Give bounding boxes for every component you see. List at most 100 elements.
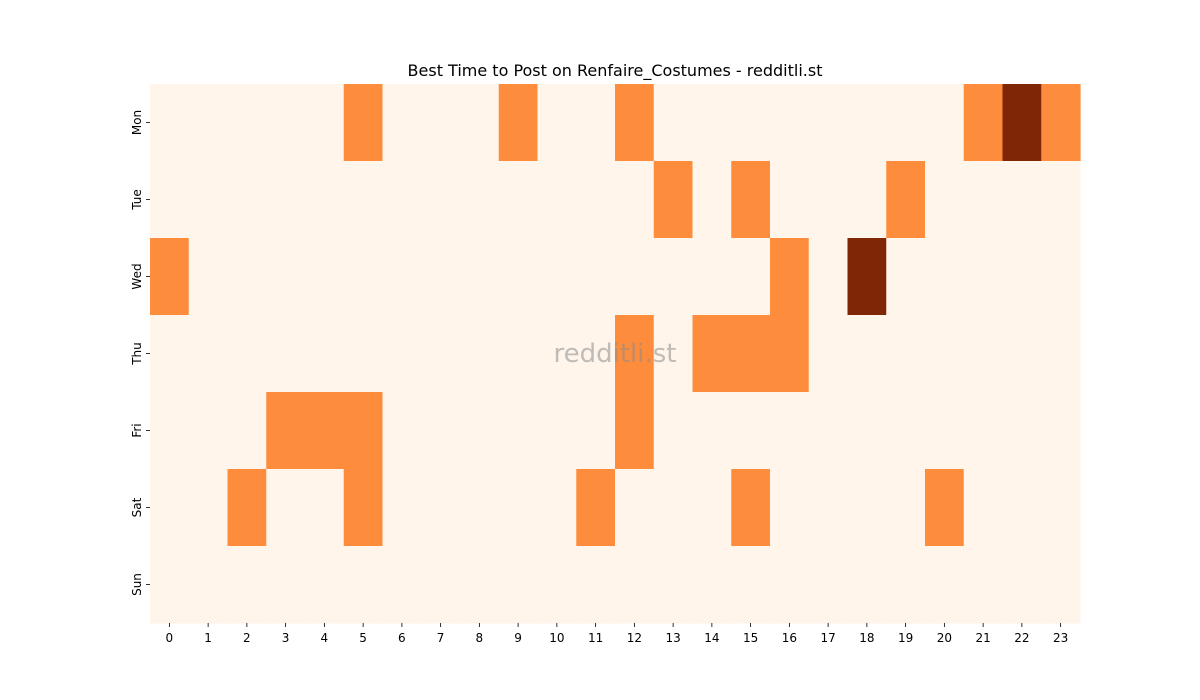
heatmap-cell-fri-10 (537, 392, 577, 470)
heatmap-cell-mon-4 (305, 84, 345, 162)
heatmap-cell-mon-9 (498, 84, 539, 162)
heatmap-cell-fri-12 (615, 392, 655, 470)
heatmap-cell-tue-6 (382, 161, 422, 239)
heatmap-cells (150, 84, 1081, 624)
heatmap-cell-wed-14 (692, 238, 732, 316)
heatmap-cell-thu-13 (653, 315, 694, 393)
heatmap-cell-wed-11 (576, 238, 616, 316)
heatmap-cell-sun-2 (227, 546, 267, 624)
heatmap-cell-sat-0 (150, 469, 190, 547)
x-tick-label: 13 (665, 631, 680, 645)
heatmap-cell-thu-12 (615, 315, 655, 393)
heatmap-cell-sun-0 (150, 546, 190, 624)
x-tick-label: 9 (514, 631, 522, 645)
heatmap-cell-sun-19 (886, 546, 926, 624)
heatmap-cell-mon-5 (343, 84, 384, 162)
heatmap-cell-thu-6 (382, 315, 422, 393)
heatmap-cell-sun-12 (615, 546, 655, 624)
heatmap-cell-sun-11 (576, 546, 616, 624)
heatmap-cell-thu-11 (576, 315, 616, 393)
heatmap-cell-thu-15 (731, 315, 771, 393)
heatmap-cell-wed-15 (731, 238, 771, 316)
heatmap-cell-thu-23 (1041, 315, 1081, 393)
heatmap-cell-fri-14 (692, 392, 732, 470)
heatmap-cell-thu-5 (343, 315, 384, 393)
heatmap-cell-sat-10 (537, 469, 577, 547)
x-tick-label: 15 (743, 631, 758, 645)
heatmap-cell-mon-21 (963, 84, 1004, 162)
heatmap-cell-tue-16 (770, 161, 810, 239)
x-tick-label: 1 (204, 631, 212, 645)
heatmap-cell-sun-1 (188, 546, 229, 624)
heatmap-cell-wed-6 (382, 238, 422, 316)
heatmap-cell-fri-1 (188, 392, 229, 470)
x-tick-label: 8 (476, 631, 484, 645)
heatmap-cell-thu-0 (150, 315, 190, 393)
heatmap-cell-sun-13 (653, 546, 694, 624)
heatmap-cell-tue-7 (421, 161, 461, 239)
heatmap-cell-wed-10 (537, 238, 577, 316)
heatmap-cell-sat-4 (305, 469, 345, 547)
x-tick-label: 10 (549, 631, 564, 645)
heatmap-cell-thu-22 (1002, 315, 1042, 393)
heatmap-cell-fri-7 (421, 392, 461, 470)
heatmap-cell-wed-19 (886, 238, 926, 316)
heatmap-cell-sun-21 (963, 546, 1004, 624)
y-tick-label: Tue (130, 189, 144, 211)
heatmap-cell-mon-15 (731, 84, 771, 162)
heatmap-cell-sun-15 (731, 546, 771, 624)
heatmap-cell-wed-13 (653, 238, 694, 316)
heatmap-cell-mon-3 (266, 84, 306, 162)
heatmap-cell-mon-6 (382, 84, 422, 162)
heatmap-cell-tue-18 (847, 161, 887, 239)
heatmap-cell-tue-3 (266, 161, 306, 239)
heatmap-cell-mon-13 (653, 84, 694, 162)
y-tick-label: Mon (130, 110, 144, 135)
heatmap-cell-sun-9 (498, 546, 539, 624)
x-axis-ticks: 0 1 2 3 4 5 6 7 8 9 10 11 12 13 14 15 16 17 18 19 20 21 22 23 (166, 623, 1068, 645)
heatmap-cell-sat-12 (615, 469, 655, 547)
heatmap-cell-tue-5 (343, 161, 384, 239)
x-tick-label: 14 (704, 631, 719, 645)
heatmap-cell-wed-12 (615, 238, 655, 316)
heatmap-cell-wed-23 (1041, 238, 1081, 316)
heatmap-cell-tue-14 (692, 161, 732, 239)
heatmap-cell-thu-21 (963, 315, 1004, 393)
x-tick-label: 3 (282, 631, 290, 645)
heatmap-cell-mon-2 (227, 84, 267, 162)
heatmap-cell-fri-4 (305, 392, 345, 470)
heatmap-cell-thu-4 (305, 315, 345, 393)
heatmap-cell-fri-23 (1041, 392, 1081, 470)
heatmap-cell-fri-6 (382, 392, 422, 470)
x-tick-label: 18 (859, 631, 874, 645)
heatmap-cell-fri-9 (498, 392, 539, 470)
heatmap-cell-sat-23 (1041, 469, 1081, 547)
heatmap-cell-tue-20 (925, 161, 965, 239)
heatmap-cell-mon-22 (1002, 84, 1042, 162)
heatmap-cell-sun-16 (770, 546, 810, 624)
heatmap-cell-tue-8 (460, 161, 500, 239)
heatmap-cell-fri-16 (770, 392, 810, 470)
x-tick-label: 22 (1014, 631, 1029, 645)
heatmap-cell-tue-9 (498, 161, 539, 239)
heatmap-cell-sun-8 (460, 546, 500, 624)
heatmap-cell-sat-13 (653, 469, 694, 547)
heatmap-cell-mon-23 (1041, 84, 1081, 162)
heatmap-cell-mon-18 (847, 84, 887, 162)
heatmap-cell-mon-20 (925, 84, 965, 162)
heatmap-cell-fri-21 (963, 392, 1004, 470)
x-tick-label: 16 (782, 631, 797, 645)
heatmap-cell-fri-2 (227, 392, 267, 470)
x-tick-label: 21 (975, 631, 990, 645)
heatmap-cell-wed-7 (421, 238, 461, 316)
heatmap-cell-sat-18 (847, 469, 887, 547)
heatmap-cell-fri-3 (266, 392, 306, 470)
heatmap-cell-fri-20 (925, 392, 965, 470)
heatmap-cell-thu-14 (692, 315, 732, 393)
heatmap-cell-tue-12 (615, 161, 655, 239)
x-tick-label: 12 (627, 631, 642, 645)
x-tick-label: 0 (166, 631, 174, 645)
x-tick-label: 5 (359, 631, 367, 645)
heatmap-cell-fri-18 (847, 392, 887, 470)
heatmap-cell-thu-19 (886, 315, 926, 393)
